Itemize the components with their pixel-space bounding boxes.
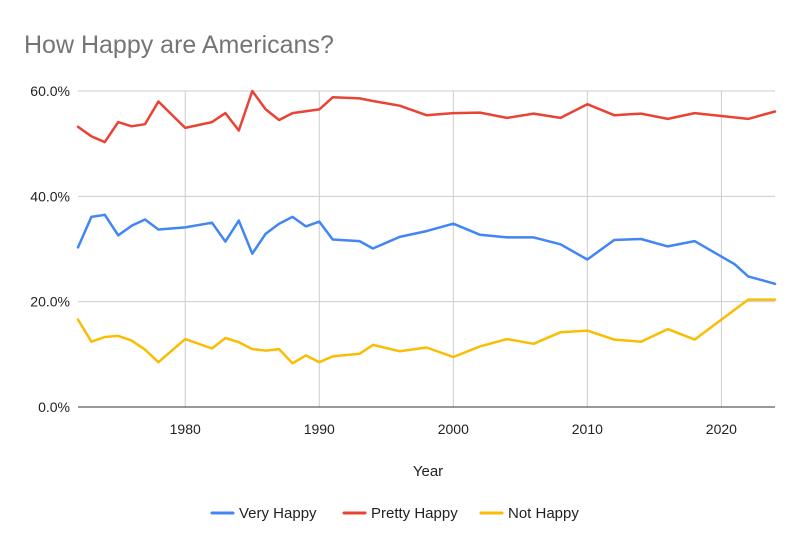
legend: Very Happy Pretty Happy Not Happy: [210, 505, 579, 522]
gridlines: [78, 90, 775, 407]
chart-title: How Happy are Americans?: [24, 31, 334, 59]
x-tick-label: 2010: [572, 421, 603, 437]
x-tick-label: 2000: [438, 421, 469, 437]
series-line-not-happy: [76, 298, 777, 365]
legend-label-pretty-happy: Pretty Happy: [371, 505, 458, 522]
y-tick-label: 60.0%: [30, 83, 70, 99]
series-lines: [76, 89, 777, 365]
x-tick-label: 1980: [170, 421, 201, 437]
y-tick-label: 20.0%: [30, 294, 70, 310]
x-tick-label: 2020: [706, 421, 737, 437]
legend-label-very-happy: Very Happy: [239, 505, 317, 522]
legend-label-not-happy: Not Happy: [508, 505, 579, 522]
y-tick-label: 0.0%: [38, 399, 70, 415]
series-line-very-happy: [76, 213, 777, 286]
x-tick-label: 1990: [304, 421, 335, 437]
series-line-pretty-happy: [76, 89, 777, 144]
axes: 0.0% 20.0% 40.0% 60.0% 1980 1990 2000 2010 2020: [30, 83, 775, 437]
x-axis-label: Year: [413, 463, 443, 480]
y-tick-label: 40.0%: [30, 188, 70, 204]
